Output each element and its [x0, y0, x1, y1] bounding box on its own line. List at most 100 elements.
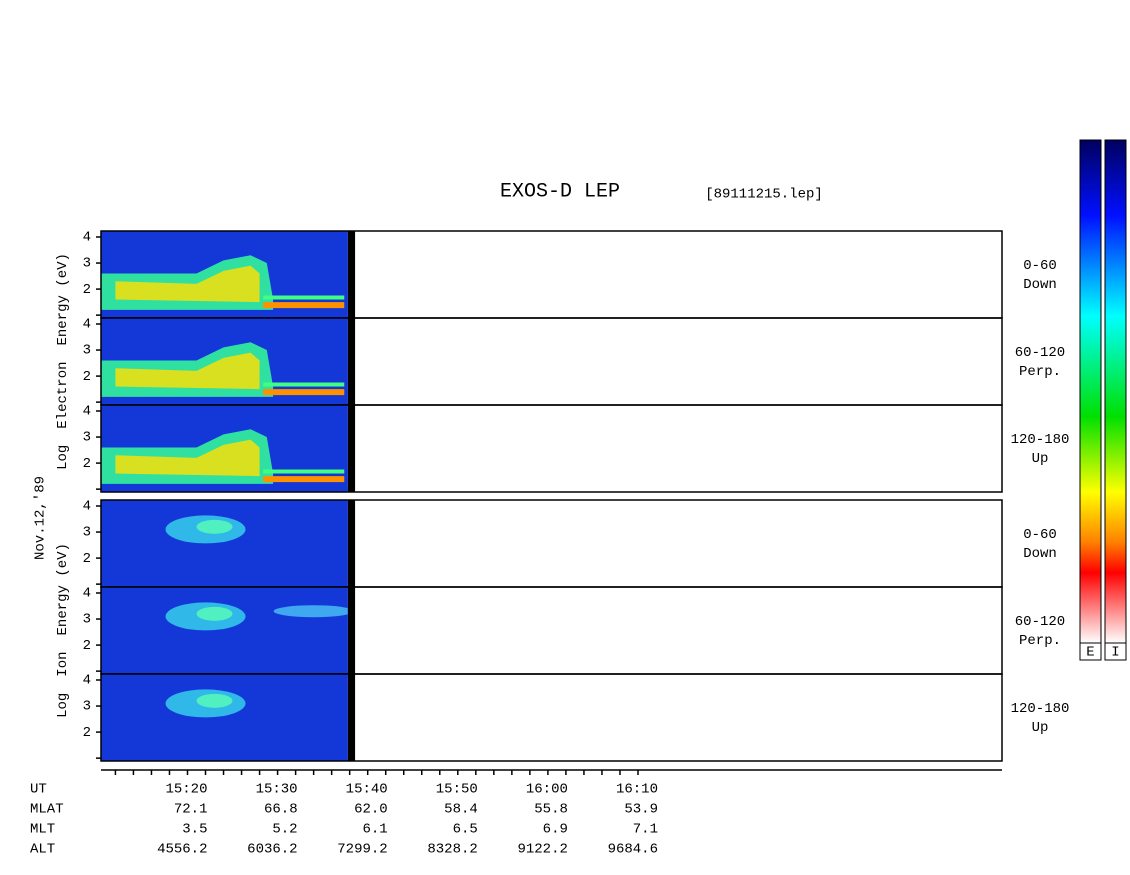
y-tick-label: 3	[83, 430, 91, 446]
data-gap	[347, 405, 356, 492]
orbit-value: 58.4	[444, 802, 478, 818]
y-tick-label: 2	[83, 551, 91, 567]
panel-label: 120-180 Up	[1011, 432, 1070, 467]
orbit-value: 4556.2	[157, 842, 207, 858]
orbit-value: 5.2	[272, 822, 297, 838]
orbit-value: 6.5	[453, 822, 478, 838]
flux-line-base	[263, 382, 345, 387]
orbit-value: 6.9	[543, 822, 568, 838]
orbit-value: 53.9	[624, 802, 658, 818]
flux-line	[263, 389, 345, 396]
colorbar	[1079, 139, 1102, 644]
y-tick-label: 4	[83, 586, 91, 602]
data-gap	[347, 587, 356, 674]
y-axis-label-part: Energy (eV)	[55, 253, 71, 345]
y-tick-label: 4	[83, 317, 91, 333]
pitch-angle: 120-180	[1011, 701, 1070, 717]
colorbar	[1104, 139, 1127, 644]
x-tick-label: 15:20	[165, 782, 207, 798]
flux-core	[115, 265, 260, 303]
orbit-value: 7299.2	[337, 842, 387, 858]
colorbar-box	[1079, 642, 1102, 661]
y-tick-label: 4	[83, 230, 91, 246]
flux-core	[115, 352, 260, 390]
data-gap	[347, 231, 356, 318]
flux-core	[115, 439, 260, 477]
y-axis-label: Log Ion Energy (eV)	[55, 543, 71, 718]
y-axis-label-part: Electron	[55, 361, 71, 428]
pitch-angle: 0-60	[1023, 258, 1057, 274]
date-label: Nov.12,'89	[33, 476, 49, 560]
direction: Up	[1032, 451, 1049, 467]
panel-label: 60-120 Perp.	[1015, 345, 1065, 380]
x-tick-label: 15:30	[256, 782, 298, 798]
y-tick-label: 3	[83, 343, 91, 359]
data-gap	[347, 500, 356, 587]
orbit-value: 6.1	[362, 822, 387, 838]
flux-line	[263, 302, 345, 309]
flux-core	[196, 519, 233, 534]
orbit-value: 3.5	[182, 822, 207, 838]
x-tick-label: 16:10	[616, 782, 658, 798]
orbit-row-label: UT	[30, 782, 47, 798]
flux-line	[263, 476, 345, 483]
orbit-row-label: MLAT	[30, 802, 64, 818]
spectrogram-background	[101, 587, 348, 674]
spectrogram-background	[101, 500, 348, 587]
direction: Up	[1032, 720, 1049, 736]
panel-label: 0-60 Down	[1023, 527, 1057, 562]
orbit-value: 55.8	[534, 802, 568, 818]
orbit-row-label: ALT	[30, 842, 55, 858]
panel-label: 120-180 Up	[1011, 701, 1070, 736]
orbit-value: 7.1	[633, 822, 658, 838]
x-tick-label: 16:00	[526, 782, 568, 798]
panel-label: 0-60 Down	[1023, 258, 1057, 293]
y-tick-label: 2	[83, 282, 91, 298]
colorbar-label: I	[1111, 645, 1119, 661]
orbit-value: 9684.6	[608, 842, 658, 858]
y-tick-label: 4	[83, 673, 91, 689]
y-axis-label-part: Log	[55, 445, 71, 470]
file-name: [89111215.lep]	[705, 187, 823, 203]
orbit-value: 8328.2	[427, 842, 477, 858]
y-axis-label-part: Energy (eV)	[55, 543, 71, 635]
y-tick-label: 4	[83, 404, 91, 420]
orbit-value: 6036.2	[247, 842, 297, 858]
direction: Down	[1023, 546, 1057, 562]
colorbar-label: E	[1086, 645, 1094, 661]
orbit-value: 72.1	[174, 802, 208, 818]
flux-line-base	[263, 469, 345, 474]
y-tick-label: 3	[83, 612, 91, 628]
pitch-angle: 120-180	[1011, 432, 1070, 448]
panel-frame	[100, 404, 1003, 493]
chart-title: EXOS-D LEP	[500, 180, 620, 203]
pitch-angle: 60-120	[1015, 345, 1065, 361]
orbit-value: 9122.2	[517, 842, 567, 858]
orbit-value: 66.8	[264, 802, 298, 818]
y-axis-label-part: Log	[55, 693, 71, 718]
y-tick-label: 3	[83, 256, 91, 272]
orbit-value: 62.0	[354, 802, 388, 818]
data-gap	[347, 674, 356, 761]
y-tick-label: 2	[83, 369, 91, 385]
pitch-angle: 60-120	[1015, 614, 1065, 630]
flux-core	[196, 606, 233, 621]
spectrogram-background	[101, 674, 348, 761]
colorbar-box	[1104, 642, 1127, 661]
y-axis-label: Log Electron Energy (eV)	[55, 253, 71, 470]
y-axis-label-part: Ion	[55, 651, 71, 676]
data-gap	[347, 318, 356, 405]
y-tick-label: 2	[83, 456, 91, 472]
x-tick-label: 15:40	[346, 782, 388, 798]
pitch-angle: 0-60	[1023, 527, 1057, 543]
flux-line-base	[263, 295, 345, 300]
direction: Perp.	[1019, 364, 1061, 380]
y-tick-label: 2	[83, 638, 91, 654]
y-tick-label: 3	[83, 699, 91, 715]
y-tick-label: 4	[83, 499, 91, 515]
flux-core	[196, 693, 233, 708]
orbit-row-label: MLT	[30, 822, 55, 838]
flux-region	[273, 605, 354, 618]
